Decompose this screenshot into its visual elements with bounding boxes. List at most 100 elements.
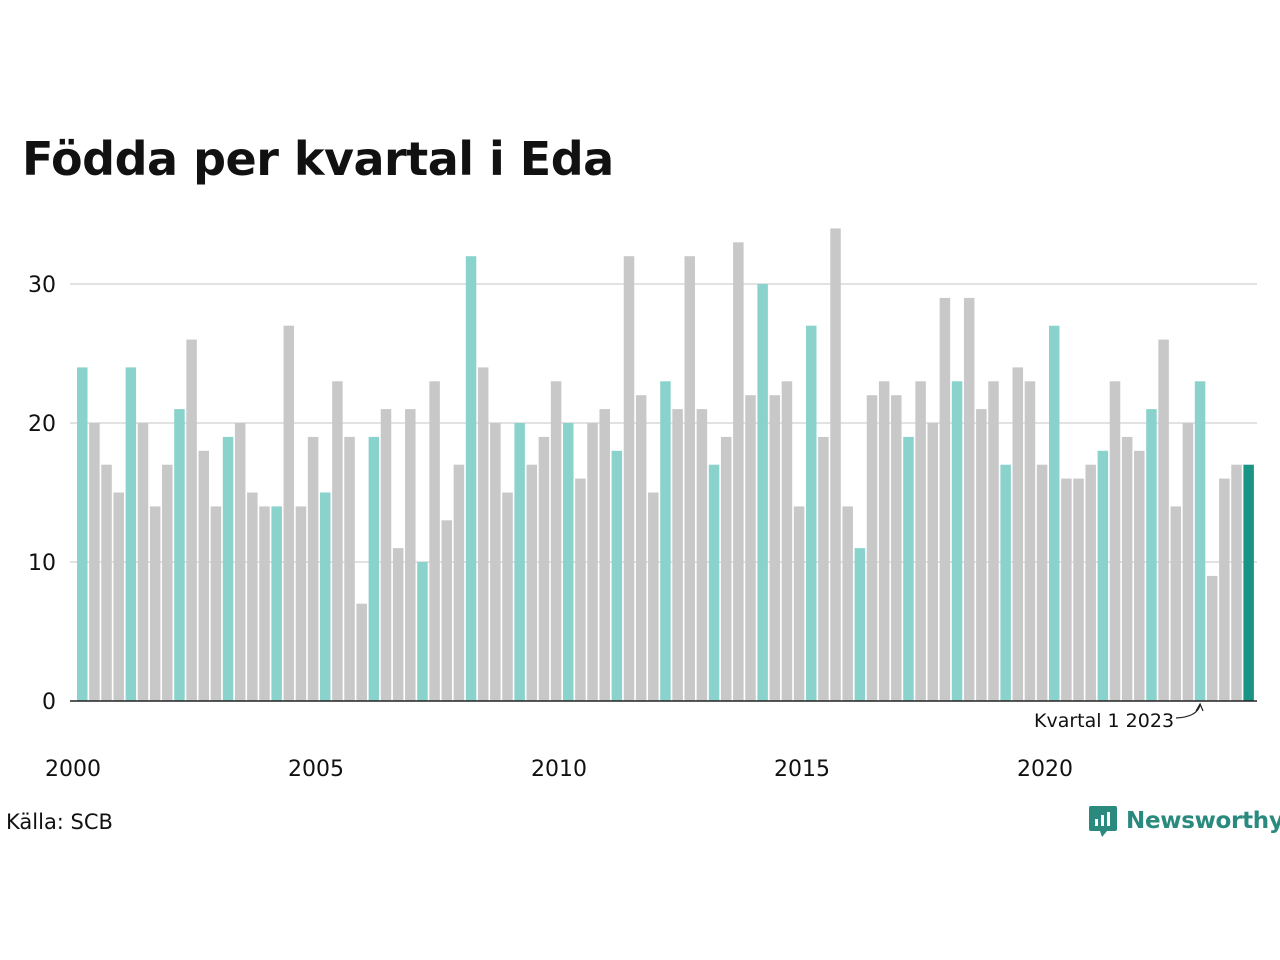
bar-2012Q3 [684, 256, 695, 701]
bar-2008Q4 [502, 492, 513, 701]
bar-2011Q2 [623, 256, 635, 701]
chart-title: Födda per kvartal i Eda [22, 132, 614, 186]
bar-2001Q3 [149, 506, 161, 701]
bar-2021Q3 [1121, 436, 1133, 701]
annotation-label: Kvartal 1 2023 [1034, 710, 1174, 732]
bar-2024Q1 [1243, 464, 1254, 701]
y-tick-label: 30 [28, 273, 56, 298]
bars [77, 228, 1254, 702]
bar-2007Q3 [441, 520, 452, 701]
bar-2009Q4 [550, 381, 562, 701]
x-tick-label: 2015 [774, 757, 830, 782]
bar-2014Q4 [793, 506, 805, 701]
bar-2023Q4 [1231, 464, 1242, 701]
bar-2013Q4 [745, 395, 756, 701]
bar-2002Q2 [186, 339, 197, 701]
bar-2020Q3 [1073, 478, 1084, 701]
bar-2021Q1 [1097, 450, 1109, 701]
bar-2019Q3 [1024, 381, 1036, 701]
bar-2004Q2 [283, 325, 295, 701]
bar-2005Q3 [344, 436, 355, 701]
x-axis-ticks: 2000 2005 2010 2015 2020 [45, 757, 1073, 782]
source-label: Källa: SCB [6, 810, 113, 834]
y-tick-label: 20 [28, 412, 56, 437]
bar-2002Q3 [198, 450, 209, 701]
bar-2022Q1 [1146, 409, 1157, 701]
bar-2017Q4 [939, 297, 951, 701]
bar-2007Q2 [429, 381, 440, 701]
bar-2023Q3 [1219, 478, 1230, 701]
bar-2021Q4 [1134, 450, 1145, 701]
bar-2013Q1 [708, 464, 720, 701]
bar-2015Q2 [818, 436, 829, 701]
bar-2021Q2 [1109, 381, 1121, 701]
bar-2003Q1 [222, 436, 234, 701]
bar-2017Q1 [903, 436, 914, 701]
bar-2001Q4 [162, 464, 173, 701]
bar-2017Q2 [915, 381, 926, 701]
y-tick-label: 10 [28, 551, 56, 576]
bar-2010Q3 [587, 423, 598, 701]
bar-2020Q4 [1085, 464, 1096, 701]
bar-2009Q1 [514, 423, 525, 701]
bar-2004Q3 [295, 506, 307, 701]
bar-2000Q4 [113, 492, 124, 701]
bar-2004Q1 [271, 506, 282, 701]
bar-2023Q2 [1206, 575, 1218, 701]
bar-2016Q1 [854, 548, 866, 701]
bar-2003Q2 [234, 423, 246, 701]
bar-2011Q4 [648, 492, 659, 701]
bar-2018Q4 [988, 381, 999, 701]
chart-bubble-icon [1089, 806, 1117, 837]
x-tick-label: 2010 [531, 757, 587, 782]
y-tick-label: 0 [42, 690, 56, 715]
bar-2015Q4 [842, 506, 853, 701]
bar-2011Q3 [635, 395, 647, 701]
bar-2007Q1 [417, 562, 428, 701]
bar-2002Q1 [174, 409, 185, 701]
bar-2022Q4 [1182, 423, 1194, 701]
bar-2013Q3 [733, 242, 744, 702]
bar-2016Q3 [878, 381, 890, 701]
bar-2010Q4 [599, 409, 610, 701]
bar-2016Q2 [866, 395, 878, 701]
bar-2012Q4 [696, 409, 708, 701]
bar-2018Q1 [951, 381, 963, 701]
x-tick-label: 2005 [288, 757, 344, 782]
bar-2018Q3 [976, 409, 987, 701]
bar-2005Q1 [320, 492, 331, 701]
bar-2018Q2 [963, 297, 975, 701]
bar-2022Q2 [1158, 339, 1169, 701]
bar-2016Q4 [891, 395, 902, 701]
bar-2007Q4 [453, 464, 465, 701]
bar-2011Q1 [611, 450, 623, 701]
bar-2020Q1 [1049, 325, 1060, 701]
bar-2010Q1 [563, 423, 574, 701]
bar-2004Q4 [307, 436, 319, 701]
bar-2020Q2 [1061, 478, 1072, 701]
bar-2005Q4 [356, 603, 367, 701]
bar-2017Q3 [927, 423, 938, 701]
bar-2008Q3 [490, 423, 501, 701]
bar-2006Q4 [405, 409, 416, 701]
bar-2013Q2 [720, 436, 732, 701]
bar-2014Q2 [769, 395, 781, 701]
bar-2022Q3 [1170, 506, 1181, 701]
bar-2008Q1 [465, 256, 477, 701]
bar-2023Q1 [1194, 381, 1206, 701]
bar-2000Q1 [77, 367, 88, 701]
bar-2014Q3 [781, 381, 793, 701]
bar-2008Q2 [477, 367, 489, 701]
bar-2009Q2 [526, 464, 538, 701]
bar-2014Q1 [757, 284, 768, 701]
bar-2001Q2 [137, 423, 149, 701]
bar-2015Q3 [830, 228, 841, 701]
bar-2006Q3 [392, 548, 404, 701]
bar-2019Q2 [1012, 367, 1024, 701]
bar-2000Q3 [101, 464, 112, 701]
y-axis-ticks: 0 10 20 30 [28, 273, 56, 715]
bar-2006Q1 [368, 436, 380, 701]
bar-2012Q2 [672, 409, 683, 701]
bar-2002Q4 [210, 506, 222, 701]
